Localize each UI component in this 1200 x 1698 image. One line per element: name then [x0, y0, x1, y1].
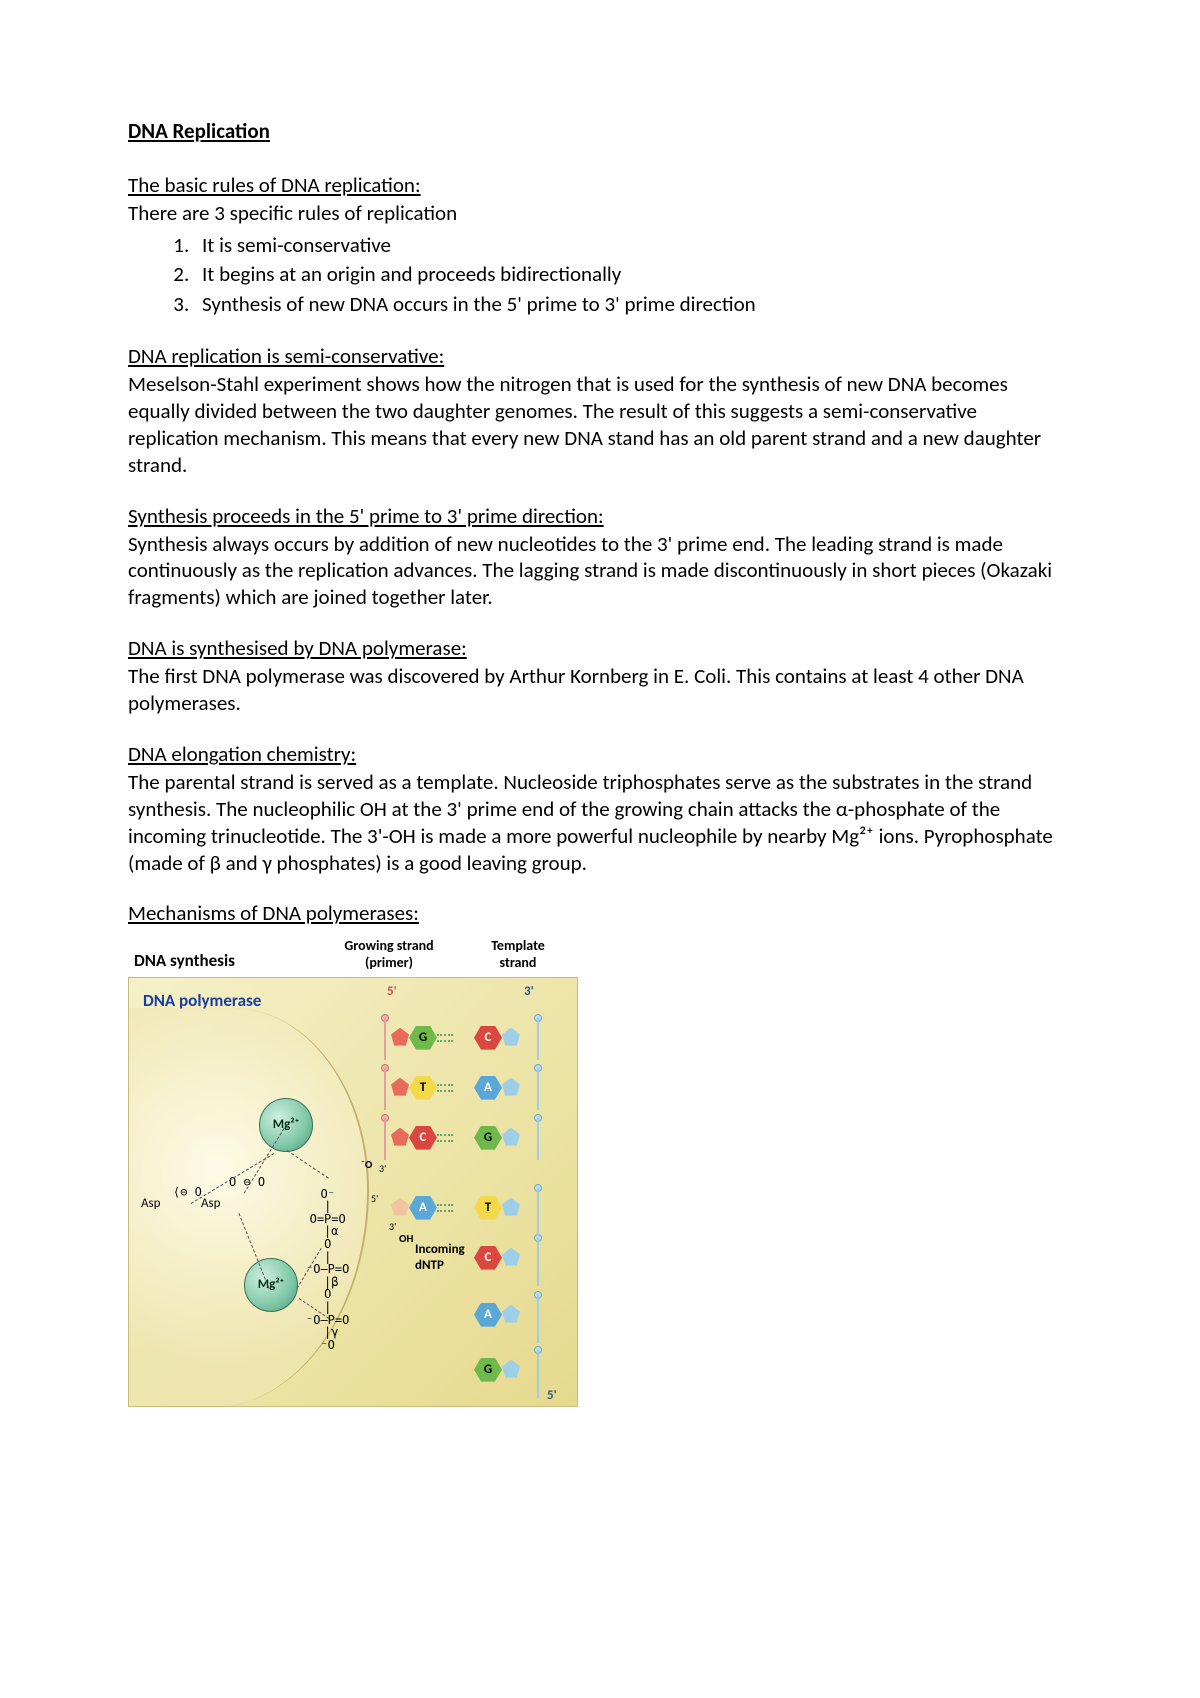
template-sugar — [502, 1248, 520, 1266]
dntp-label: dNTP — [415, 1258, 444, 1273]
template-sugar — [502, 1078, 520, 1096]
section-direction: Synthesis proceeds in the 5' prime to 3'… — [128, 503, 1072, 612]
heading-mechanisms: Mechanisms of DNA polymerases: — [128, 900, 1072, 926]
body-polymerase: The first DNA polymerase was discovered … — [128, 663, 1072, 717]
base-C: C — [409, 1126, 437, 1150]
section-polymerase: DNA is synthesised by DNA polymerase: Th… — [128, 635, 1072, 717]
h-bond — [437, 1084, 453, 1086]
base-A: A — [474, 1076, 502, 1100]
h-bond — [437, 1034, 453, 1036]
three-small: 3' — [389, 1220, 396, 1233]
heading-basic-rules: The basic rules of DNA replication: — [128, 172, 1072, 198]
incoming-sugar — [391, 1198, 409, 1216]
o3-oxygen: ⁻O — [361, 1158, 372, 1171]
base-G: G — [409, 1026, 437, 1050]
h-bond — [437, 1040, 453, 1042]
growing-strand-label: Growing strand(primer) — [314, 938, 464, 970]
primer-sugar — [391, 1028, 409, 1046]
template-sugar — [502, 1198, 520, 1216]
template-backbone — [537, 1068, 539, 1110]
asp-residue: Asp — [201, 1196, 220, 1211]
rule-item: It is semi-conservative — [194, 231, 1072, 260]
rule-item: It begins at an origin and proceeds bidi… — [194, 260, 1072, 289]
base-C: C — [474, 1026, 502, 1050]
incoming-label: Incoming — [415, 1242, 465, 1257]
template-sugar — [502, 1305, 520, 1323]
template-sugar — [502, 1360, 520, 1378]
dna-synthesis-diagram: DNA synthesis Growing strand(primer) Tem… — [128, 934, 578, 1406]
five-prime-label: 5' — [387, 984, 397, 999]
section-elongation: DNA elongation chemistry: The parental s… — [128, 741, 1072, 877]
template-backbone — [537, 1118, 539, 1160]
body-direction: Synthesis always occurs by addition of n… — [128, 531, 1072, 612]
template-backbone — [537, 1350, 539, 1398]
h-bond — [437, 1140, 453, 1142]
heading-elongation: DNA elongation chemistry: — [128, 741, 1072, 767]
body-semi-conservative: Meselson-Stahl experiment shows how the … — [128, 371, 1072, 479]
heading-semi-conservative: DNA replication is semi-conservative: — [128, 343, 1072, 369]
template-strand-label: Templatestrand — [464, 938, 572, 970]
base-C: C — [474, 1246, 502, 1270]
rule-item: Synthesis of new DNA occurs in the 5' pr… — [194, 290, 1072, 319]
diagram-body: DNA polymerase 5'3'5'Mg²⁺Mg²⁺Asp⟨⊖ OAspO… — [128, 977, 578, 1407]
body-elongation: The parental strand is served as a templ… — [128, 769, 1072, 877]
asp-oxygen: ⟨⊖ O — [173, 1186, 202, 1199]
asp-residue: Asp — [141, 1196, 160, 1211]
base-G: G — [474, 1126, 502, 1150]
intro-basic-rules: There are 3 specific rules of replicatio… — [128, 200, 1072, 227]
diagram-title: DNA synthesis — [134, 950, 314, 971]
h-bond — [437, 1204, 453, 1206]
five-prime-bottom-label: 5' — [547, 1388, 557, 1403]
three-prime-label: 3' — [524, 984, 534, 999]
template-backbone — [537, 1188, 539, 1236]
section-mechanisms: Mechanisms of DNA polymerases: — [128, 900, 1072, 926]
base-T: T — [409, 1076, 437, 1100]
template-backbone — [537, 1238, 539, 1286]
oh-label: OH — [399, 1232, 413, 1245]
mg-ion: Mg²⁺ — [259, 1098, 313, 1152]
primer-sugar — [391, 1128, 409, 1146]
template-sugar — [502, 1128, 520, 1146]
heading-polymerase: DNA is synthesised by DNA polymerase: — [128, 635, 1072, 661]
o3-label: 3' — [379, 1162, 386, 1175]
primer-backbone — [384, 1068, 386, 1110]
base-A: A — [409, 1196, 437, 1220]
diagram-header: DNA synthesis Growing strand(primer) Tem… — [128, 934, 578, 976]
five-small: 5' — [371, 1192, 378, 1205]
h-bond — [437, 1210, 453, 1212]
template-backbone — [537, 1295, 539, 1343]
mg-ion: Mg²⁺ — [244, 1258, 298, 1312]
heading-direction: Synthesis proceeds in the 5' prime to 3'… — [128, 503, 1072, 529]
polymerase-label: DNA polymerase — [143, 990, 261, 1011]
base-A: A — [474, 1303, 502, 1327]
base-T: T — [474, 1196, 502, 1220]
triphosphate-chain: O⁻ | O=P=O |α O | ⁻O—P=O |β O | ⁻O—P=O |… — [306, 1188, 349, 1352]
section-semi-conservative: DNA replication is semi-conservative: Me… — [128, 343, 1072, 479]
section-basic-rules: The basic rules of DNA replication: Ther… — [128, 172, 1072, 319]
primer-sugar — [391, 1078, 409, 1096]
h-bond — [437, 1134, 453, 1136]
base-G: G — [474, 1358, 502, 1382]
primer-backbone — [384, 1118, 386, 1160]
page-title: DNA Replication — [128, 118, 1072, 144]
template-backbone — [537, 1018, 539, 1060]
rules-list: It is semi-conservative It begins at an … — [194, 231, 1072, 319]
template-sugar — [502, 1028, 520, 1046]
primer-backbone — [384, 1018, 386, 1060]
h-bond — [437, 1090, 453, 1092]
